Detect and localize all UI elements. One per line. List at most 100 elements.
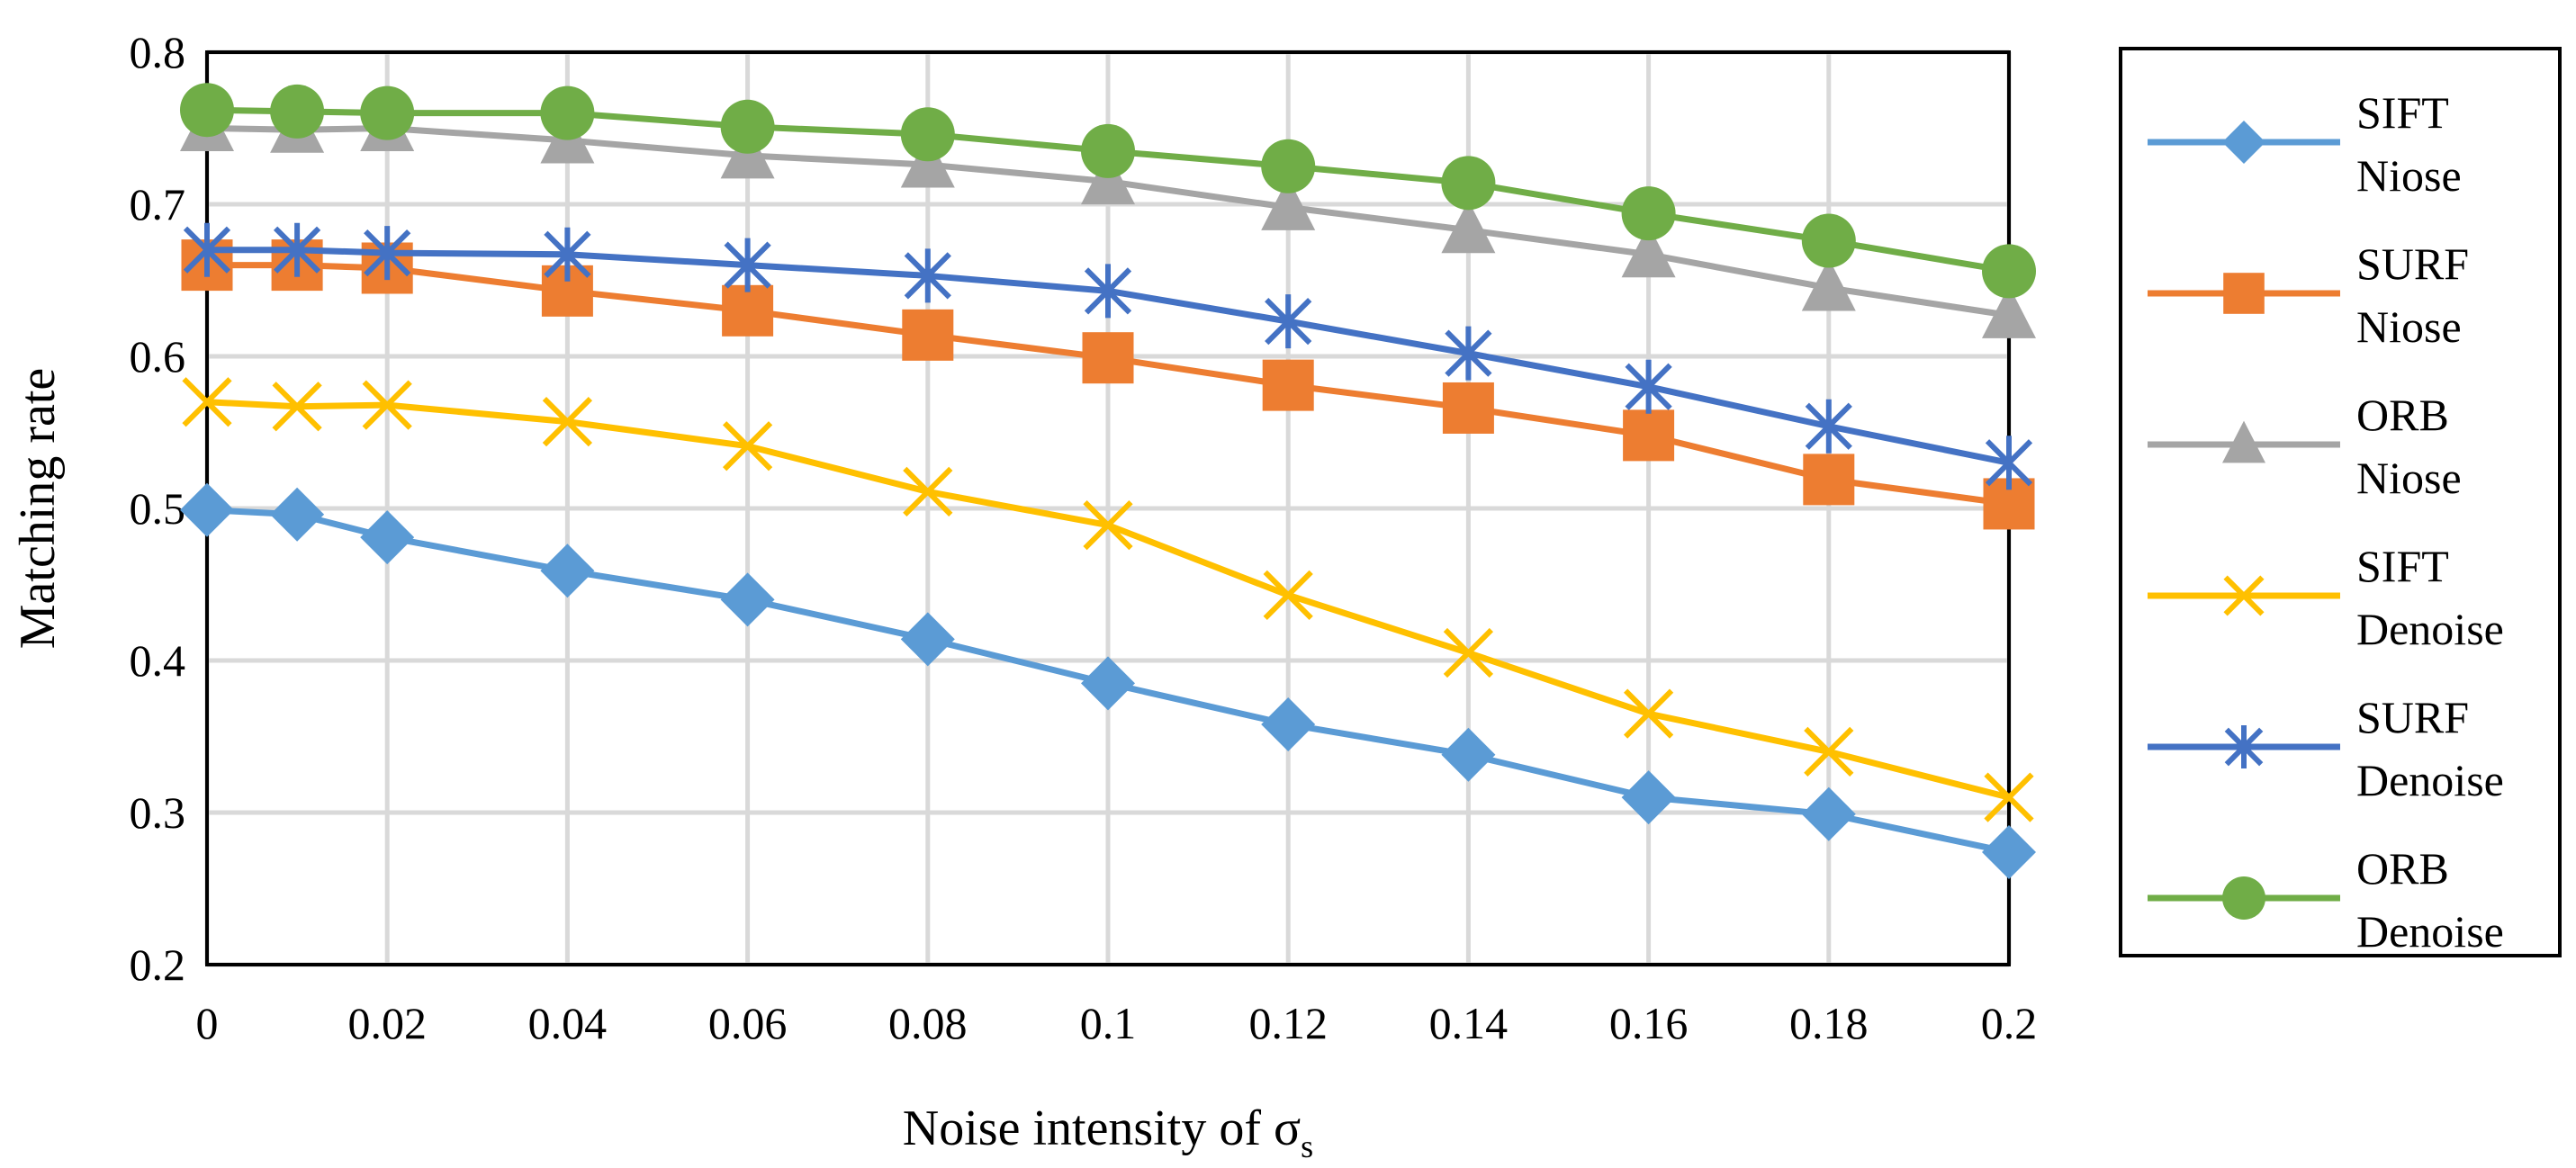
legend-frame xyxy=(2119,47,2562,957)
data-point xyxy=(900,612,955,667)
x-tick-label: 0.18 xyxy=(1789,998,1869,1048)
data-point xyxy=(1441,727,1496,782)
data-point xyxy=(1805,399,1852,454)
data-point xyxy=(1262,359,1314,411)
data-point xyxy=(1261,177,1316,230)
y-tick-label: 0.3 xyxy=(130,787,186,838)
legend-label: ORB xyxy=(2356,390,2449,440)
legend-item: ORB Niose xyxy=(2148,390,2462,503)
data-point xyxy=(1801,213,1856,268)
data-point xyxy=(182,377,232,427)
data-point xyxy=(904,248,951,303)
y-tick-label: 0.4 xyxy=(130,635,186,686)
data-point xyxy=(1801,786,1856,841)
data-point xyxy=(1081,656,1135,711)
legend-item: SURF Denoise xyxy=(2148,692,2504,805)
legend-item: SIFT Niose xyxy=(2148,87,2462,201)
data-point xyxy=(900,107,955,162)
data-point xyxy=(1625,359,1672,414)
data-point xyxy=(1442,382,1494,434)
legend-label: Denoise xyxy=(2356,755,2504,805)
data-point xyxy=(540,544,595,598)
y-tick-label: 0.5 xyxy=(130,483,186,534)
x-tick-label: 0 xyxy=(196,998,219,1048)
legend-label: Niose xyxy=(2356,453,2462,503)
legend-item: SURF Niose xyxy=(2148,238,2469,352)
legend-marker xyxy=(2222,121,2265,164)
legend-label: Denoise xyxy=(2356,604,2504,654)
data-point xyxy=(1621,186,1676,241)
x-axis-title-main: Noise intensity of σ xyxy=(903,1101,1301,1156)
legend-label: SURF xyxy=(2356,238,2469,289)
data-point xyxy=(364,226,411,281)
data-point xyxy=(270,487,325,542)
x-tick-label: 0.04 xyxy=(528,998,608,1048)
y-axis-title: Matching rate xyxy=(10,368,66,650)
x-tick-label: 0.02 xyxy=(347,998,427,1048)
data-point xyxy=(544,227,591,282)
series-line xyxy=(206,399,2010,801)
x-tick-label: 0.16 xyxy=(1609,998,1689,1048)
data-point xyxy=(1261,696,1316,751)
x-axis-ticks: 0 0.02 0.04 0.06 0.08 0.1 0.12 0.14 0.16 0.18 0.2 xyxy=(196,998,2038,1048)
legend-marker xyxy=(2223,575,2265,616)
data-point xyxy=(903,466,953,517)
legend-marker xyxy=(2224,725,2264,768)
y-tick-label: 0.8 xyxy=(130,27,186,77)
legend-label: Niose xyxy=(2356,150,2462,201)
data-point xyxy=(183,222,231,277)
data-point xyxy=(1265,294,1312,349)
y-tick-label: 0.2 xyxy=(130,939,186,990)
series-group xyxy=(180,83,2036,879)
y-tick-label: 0.6 xyxy=(130,331,186,382)
data-point xyxy=(1263,570,1313,620)
legend-label: ORB xyxy=(2356,843,2449,894)
data-point xyxy=(1261,139,1316,193)
data-point xyxy=(542,397,593,447)
x-tick-label: 0.2 xyxy=(1981,998,2038,1048)
data-point xyxy=(360,510,415,565)
data-point xyxy=(1621,770,1676,825)
series-line xyxy=(207,247,2010,466)
series-sift-niose xyxy=(180,482,2036,879)
data-point xyxy=(540,85,595,140)
data-point xyxy=(1083,499,1133,551)
data-point xyxy=(1445,326,1492,381)
legend-marker xyxy=(2222,420,2265,463)
data-point xyxy=(1803,454,1855,506)
data-point xyxy=(1082,332,1134,384)
data-point xyxy=(1982,244,2036,299)
data-point xyxy=(272,382,322,432)
legend-label: SIFT xyxy=(2356,87,2449,138)
y-axis-ticks: 0.2 0.3 0.4 0.5 0.6 0.7 0.8 xyxy=(130,27,186,990)
data-point xyxy=(720,99,775,154)
legend-marker xyxy=(2222,876,2265,920)
x-tick-label: 0.14 xyxy=(1429,998,1509,1048)
legend: SIFTNioseSURFNioseORBNioseSIFTDenoiseSUR… xyxy=(2119,47,2562,957)
data-point xyxy=(900,135,955,188)
data-point xyxy=(1623,409,1675,462)
data-point xyxy=(180,482,234,537)
x-axis-title-subscript: s xyxy=(1301,1128,1313,1164)
data-point xyxy=(180,83,234,138)
data-point xyxy=(1623,688,1674,739)
x-tick-label: 0.1 xyxy=(1080,998,1137,1048)
data-point xyxy=(1982,285,2036,338)
data-point xyxy=(902,309,954,361)
data-point xyxy=(1081,123,1135,178)
data-point xyxy=(360,85,415,140)
legend-label: Denoise xyxy=(2356,906,2504,957)
x-tick-label: 0.12 xyxy=(1248,998,1328,1048)
data-point xyxy=(1441,200,1496,254)
data-point xyxy=(722,421,773,472)
data-point xyxy=(1084,264,1132,319)
data-point xyxy=(362,380,412,430)
data-point xyxy=(1801,257,1856,311)
y-tick-label: 0.7 xyxy=(130,179,186,229)
x-tick-label: 0.06 xyxy=(708,998,788,1048)
x-axis-title: Noise intensity of σs xyxy=(903,1101,1313,1164)
legend-item: ORB Denoise xyxy=(2148,843,2504,957)
data-point xyxy=(1441,156,1496,211)
data-point xyxy=(1804,726,1854,777)
